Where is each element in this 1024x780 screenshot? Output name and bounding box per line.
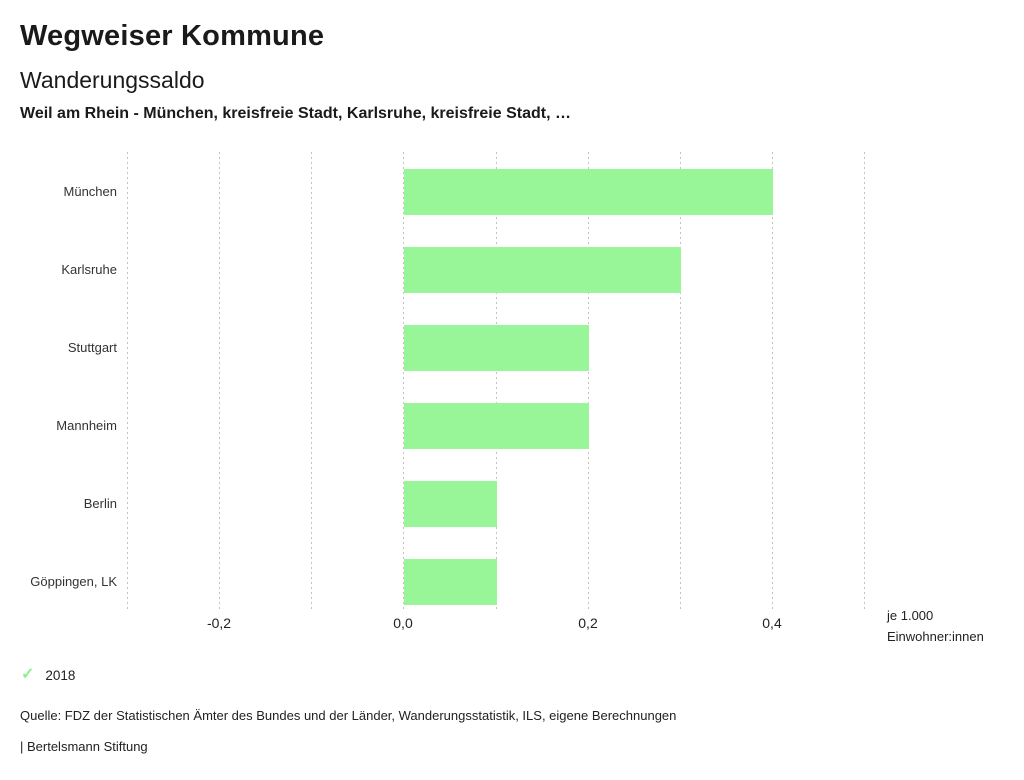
gridline [219, 152, 220, 612]
legend-item-2018[interactable]: ✓ 2018 [21, 667, 75, 683]
category-label: Stuttgart [67, 340, 117, 355]
category-label: Karlsruhe [61, 262, 117, 277]
x-tick-label: 0,2 [578, 615, 598, 631]
legend-year-label: 2018 [45, 667, 76, 683]
gridline [864, 152, 865, 612]
category-label: Mannheim [56, 418, 117, 433]
gridline [772, 152, 773, 612]
category-label: Berlin [83, 496, 117, 511]
axis-unit-line1: je 1.000 [887, 608, 934, 623]
chart-title: Wanderungssaldo [20, 67, 205, 93]
category-label: München [63, 184, 117, 199]
x-tick-label: 0,0 [393, 615, 413, 631]
gridline [588, 152, 589, 612]
gridline [127, 152, 128, 612]
gridline [403, 152, 404, 612]
x-tick-label: -0,2 [206, 615, 232, 631]
chart-context-line: Weil am Rhein - München, kreisfreie Stad… [20, 105, 571, 122]
plot-area [127, 152, 865, 612]
source-note: Quelle: FDZ der Statistischen Ämter des … [20, 708, 677, 723]
category-label: Göppingen, LK [30, 574, 117, 589]
bar-Karlsruhe[interactable] [404, 247, 681, 293]
gridline [496, 152, 497, 612]
app-title: Wegweiser Kommune [20, 20, 325, 52]
check-icon: ✓ [21, 666, 35, 683]
axis-unit-line2: Einwohner:innen [887, 629, 984, 644]
bar-Berlin[interactable] [404, 481, 497, 527]
gridline [680, 152, 681, 612]
branding-note: | Bertelsmann Stiftung [20, 739, 148, 754]
bar-Stuttgart[interactable] [404, 325, 589, 371]
bar-München[interactable] [404, 169, 773, 215]
bar-Mannheim[interactable] [404, 403, 589, 449]
axis-unit-note: je 1.000 Einwohner:innen [887, 605, 984, 647]
bar-Göppingen, LK[interactable] [404, 559, 497, 605]
y-axis-labels: München Karlsruhe Stuttgart Mannheim Berlin G… [0, 158, 117, 607]
x-tick-label: 0,4 [762, 615, 782, 631]
x-axis-labels: -0,2 0,0 0,2 0,4 [127, 615, 864, 635]
gridline [311, 152, 312, 612]
